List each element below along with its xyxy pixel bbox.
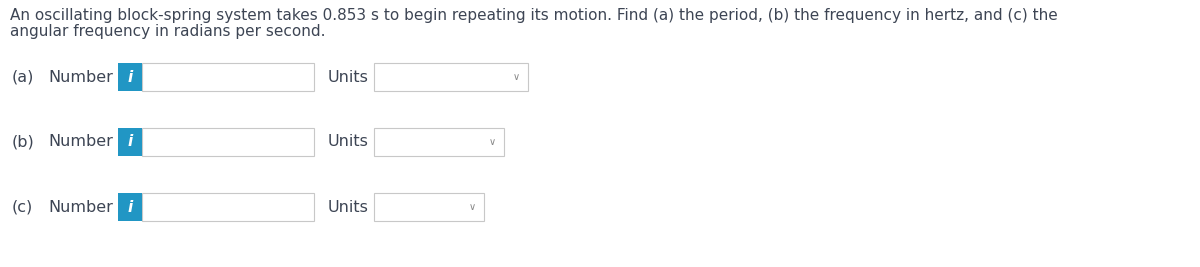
FancyBboxPatch shape [118,128,142,156]
Text: Units: Units [328,69,368,84]
FancyBboxPatch shape [374,128,504,156]
Text: Number: Number [48,69,113,84]
Text: Units: Units [328,199,368,214]
FancyBboxPatch shape [374,63,528,91]
Text: i: i [127,69,133,84]
Text: i: i [127,199,133,214]
FancyBboxPatch shape [142,193,314,221]
Text: ∨: ∨ [468,202,475,212]
Text: Number: Number [48,199,113,214]
FancyBboxPatch shape [142,63,314,91]
Text: angular frequency in radians per second.: angular frequency in radians per second. [10,24,325,39]
Text: (b): (b) [12,135,35,150]
Text: ∨: ∨ [512,72,520,82]
Text: Number: Number [48,135,113,150]
Text: (c): (c) [12,199,34,214]
Text: Units: Units [328,135,368,150]
Text: ∨: ∨ [488,137,496,147]
FancyBboxPatch shape [118,63,142,91]
Text: (a): (a) [12,69,35,84]
Text: i: i [127,135,133,150]
FancyBboxPatch shape [118,193,142,221]
FancyBboxPatch shape [142,128,314,156]
Text: An oscillating block-spring system takes 0.853 s to begin repeating its motion. : An oscillating block-spring system takes… [10,8,1057,23]
FancyBboxPatch shape [374,193,484,221]
